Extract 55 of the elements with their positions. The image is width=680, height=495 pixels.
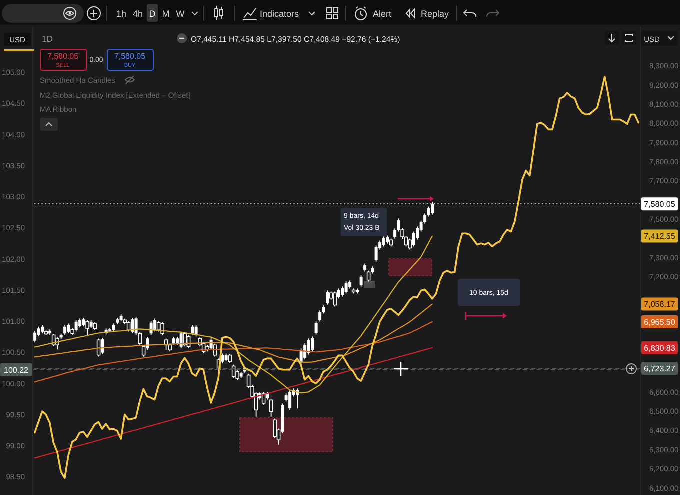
candlestick	[333, 291, 337, 308]
line-series	[34, 76, 640, 480]
text: 4h	[132, 9, 144, 19]
annotation: 1D	[42, 34, 53, 44]
candlestick	[366, 270, 371, 282]
candlestick	[314, 321, 318, 336]
ref-line-label: 6,723.27	[644, 364, 676, 374]
line-series	[34, 236, 433, 394]
candlestick	[427, 206, 430, 218]
candlestick	[64, 324, 67, 336]
candlestick	[180, 332, 183, 349]
text: D	[149, 9, 156, 19]
candlestick	[394, 228, 397, 240]
annotation: 7,580.05	[47, 52, 80, 61]
candlestick	[269, 398, 274, 418]
text: 7,058.17	[644, 300, 676, 310]
candlestick	[360, 275, 363, 288]
text: Alert	[373, 9, 392, 19]
text: 6,830.83	[644, 344, 676, 353]
text: Indicators	[260, 9, 300, 19]
annotation: 7,580.05	[114, 52, 146, 61]
candlestick	[307, 338, 310, 356]
candlestick	[288, 390, 292, 410]
candlestick	[101, 338, 104, 355]
ref-line-label: 100.22	[4, 366, 30, 375]
text: M	[162, 9, 170, 19]
candlestick	[154, 318, 157, 332]
text: 1h	[116, 9, 127, 19]
candlestick	[67, 323, 70, 334]
line-series	[34, 304, 433, 363]
candlestick	[374, 245, 378, 262]
ref-line-label: 7,580.05	[644, 200, 676, 210]
candlestick	[311, 336, 314, 352]
text: W	[176, 9, 186, 19]
candlestick	[304, 343, 307, 360]
candlestick	[228, 354, 232, 364]
candlestick	[78, 318, 82, 328]
candlestick	[74, 320, 78, 332]
candlestick	[131, 318, 134, 334]
line-series	[34, 321, 433, 383]
candlestick	[160, 322, 164, 336]
candlestick	[191, 324, 194, 336]
text: Replay	[421, 9, 450, 19]
line-series	[34, 347, 433, 459]
candlestick	[318, 310, 322, 322]
candlestick	[326, 290, 330, 306]
candlestick	[86, 320, 90, 336]
candlestick	[37, 326, 40, 337]
candlestick	[344, 281, 348, 294]
text: 7,412.55	[644, 232, 676, 242]
candlestick	[34, 330, 37, 344]
candlestick	[382, 236, 386, 248]
candlestick	[341, 286, 344, 298]
candlestick	[56, 336, 60, 350]
text: 6,965.50	[644, 318, 676, 328]
